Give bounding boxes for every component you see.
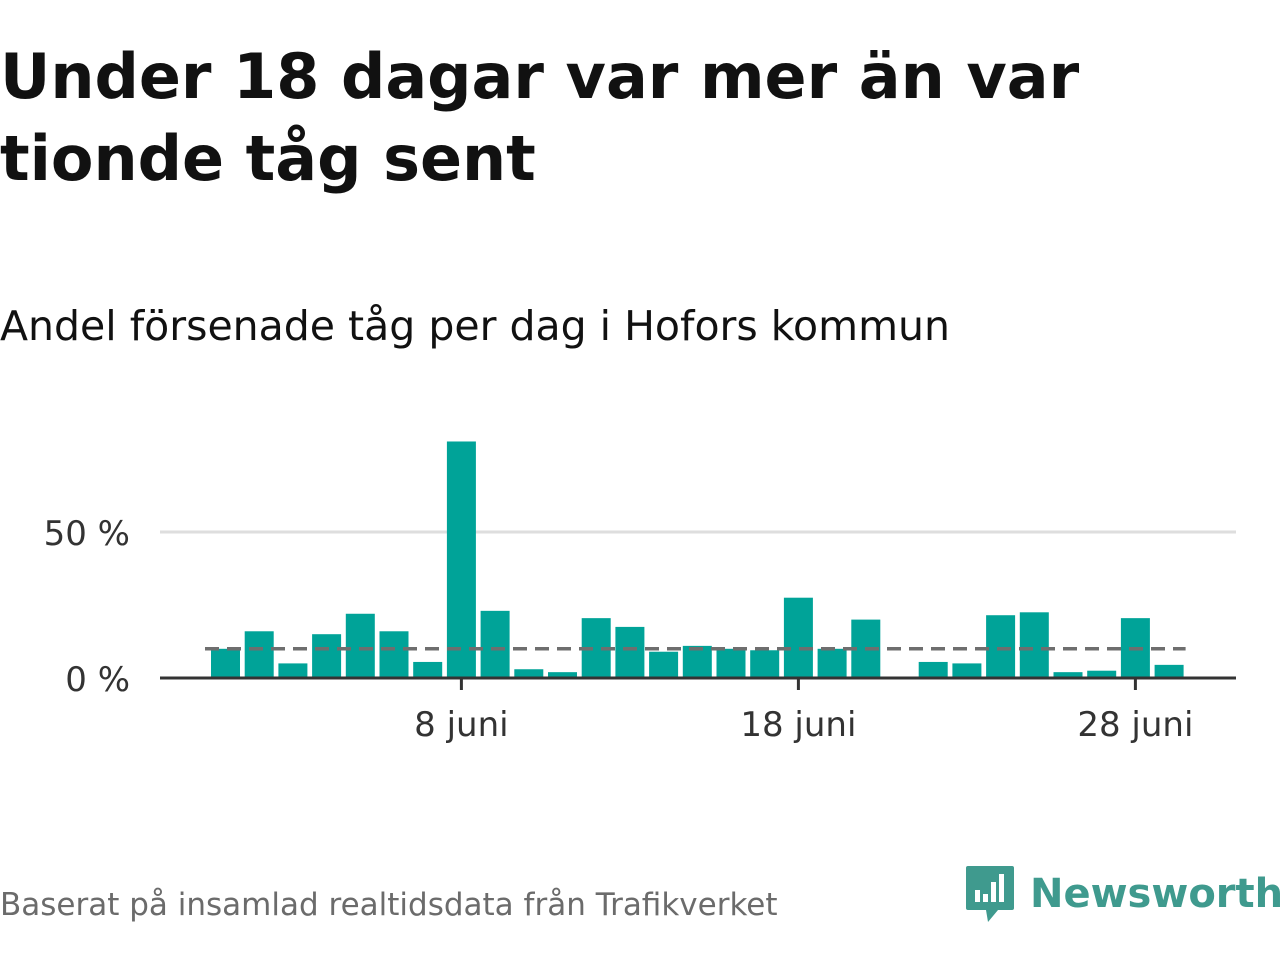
brand-name: Newsworthy bbox=[1030, 871, 1280, 917]
bar-day-11 bbox=[548, 672, 577, 678]
bar-day-7 bbox=[413, 661, 443, 678]
bar-day-26 bbox=[1053, 672, 1083, 678]
bar-day-19 bbox=[817, 648, 847, 678]
bar-day-9 bbox=[480, 610, 510, 678]
bar-layer bbox=[211, 441, 1184, 678]
y-tick-label: 0 % bbox=[65, 660, 130, 700]
bar-day-17 bbox=[750, 650, 780, 678]
bar-day-2 bbox=[244, 631, 274, 678]
bar-day-25 bbox=[1019, 612, 1049, 678]
bar-day-24 bbox=[986, 615, 1016, 678]
bar-day-16 bbox=[716, 648, 746, 678]
bar-day-15 bbox=[682, 645, 712, 678]
y-tick-label: 50 % bbox=[44, 514, 130, 554]
x-tick-label: 18 juni bbox=[740, 705, 856, 745]
bar-day-22 bbox=[918, 661, 948, 678]
bar-day-29 bbox=[1154, 664, 1184, 678]
bar-day-3 bbox=[278, 663, 308, 678]
x-tick-label: 8 juni bbox=[414, 705, 508, 745]
bar-day-18 bbox=[783, 597, 813, 678]
bar-day-10 bbox=[514, 669, 544, 678]
chart-subtitle: Andel försenade tåg per dag i Hofors kom… bbox=[0, 302, 950, 350]
bar-day-27 bbox=[1087, 670, 1117, 678]
source-note: Baserat på insamlad realtidsdata från Tr… bbox=[0, 887, 778, 923]
bar-day-4 bbox=[312, 634, 342, 678]
bar-chart: 0 % 50 % 8 juni 18 juni 28 juni bbox=[44, 441, 1236, 745]
chart-title: Under 18 dagar var mer än var tionde tåg… bbox=[0, 40, 1080, 195]
axis-layer: 0 % 50 % 8 juni 18 juni 28 juni bbox=[44, 514, 1236, 745]
bar-day-14 bbox=[649, 651, 679, 678]
newsworthy-logo-icon bbox=[966, 866, 1014, 922]
bar-day-6 bbox=[379, 631, 409, 678]
bar-day-8 bbox=[446, 441, 476, 678]
bar-day-13 bbox=[615, 626, 645, 678]
x-tick-label: 28 juni bbox=[1077, 705, 1193, 745]
bar-day-1 bbox=[211, 648, 240, 678]
bar-day-23 bbox=[952, 663, 982, 678]
brand-logo: Newsworthy bbox=[964, 862, 1280, 926]
bar-day-5 bbox=[345, 613, 375, 678]
